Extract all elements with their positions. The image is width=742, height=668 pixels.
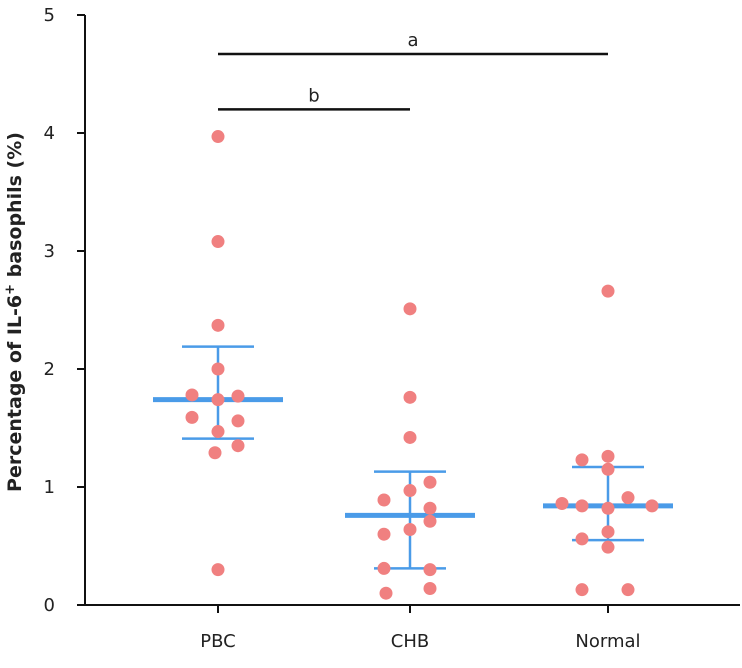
axes: 0 1 2 3 4 5 PBC CHB Normal bbox=[44, 5, 740, 652]
data-point bbox=[555, 497, 569, 511]
data-point bbox=[185, 388, 199, 402]
data-point bbox=[231, 389, 245, 403]
data-point bbox=[403, 302, 417, 316]
data-point bbox=[211, 235, 225, 249]
data-point bbox=[601, 284, 615, 298]
data-point bbox=[423, 581, 437, 595]
data-point bbox=[601, 540, 615, 554]
y-tick-label: 2 bbox=[44, 359, 55, 380]
data-points bbox=[185, 130, 659, 600]
data-point bbox=[211, 130, 225, 144]
data-point bbox=[575, 499, 589, 513]
data-point bbox=[575, 453, 589, 467]
y-tick-label: 4 bbox=[44, 123, 55, 144]
data-point bbox=[601, 462, 615, 476]
data-point bbox=[601, 501, 615, 515]
y-tick-label: 3 bbox=[44, 241, 55, 262]
data-point bbox=[423, 563, 437, 577]
data-point bbox=[185, 410, 199, 424]
x-tick-label: PBC bbox=[200, 631, 235, 652]
y-tick-label: 5 bbox=[44, 5, 55, 26]
x-tick-label: Normal bbox=[575, 631, 640, 652]
y-tick-label: 1 bbox=[44, 477, 55, 498]
data-point bbox=[621, 583, 635, 597]
data-point bbox=[423, 514, 437, 528]
data-point bbox=[601, 449, 615, 463]
data-point bbox=[575, 583, 589, 597]
data-point bbox=[645, 499, 659, 513]
x-tick-label: CHB bbox=[391, 631, 429, 652]
data-point bbox=[621, 491, 635, 505]
data-point bbox=[403, 484, 417, 498]
data-point bbox=[231, 439, 245, 453]
data-point bbox=[377, 527, 391, 541]
data-point bbox=[231, 414, 245, 428]
data-point bbox=[601, 525, 615, 539]
data-point bbox=[423, 501, 437, 515]
data-point bbox=[211, 563, 225, 577]
data-point bbox=[211, 362, 225, 376]
data-point bbox=[403, 522, 417, 536]
data-point bbox=[211, 393, 225, 407]
significance-label: a bbox=[407, 30, 418, 51]
data-point bbox=[423, 475, 437, 489]
data-point bbox=[403, 390, 417, 404]
y-tick-label: 0 bbox=[44, 595, 55, 616]
data-point bbox=[211, 425, 225, 439]
data-point bbox=[403, 430, 417, 444]
data-point bbox=[575, 532, 589, 546]
significance-brackets: ab bbox=[218, 30, 608, 111]
data-point bbox=[377, 493, 391, 507]
data-point bbox=[211, 318, 225, 332]
y-axis-label: Percentage of IL-6+ basophils (%) bbox=[3, 132, 26, 492]
data-point bbox=[377, 561, 391, 575]
significance-label: b bbox=[308, 85, 319, 106]
data-point bbox=[379, 586, 393, 600]
data-point bbox=[208, 446, 222, 460]
